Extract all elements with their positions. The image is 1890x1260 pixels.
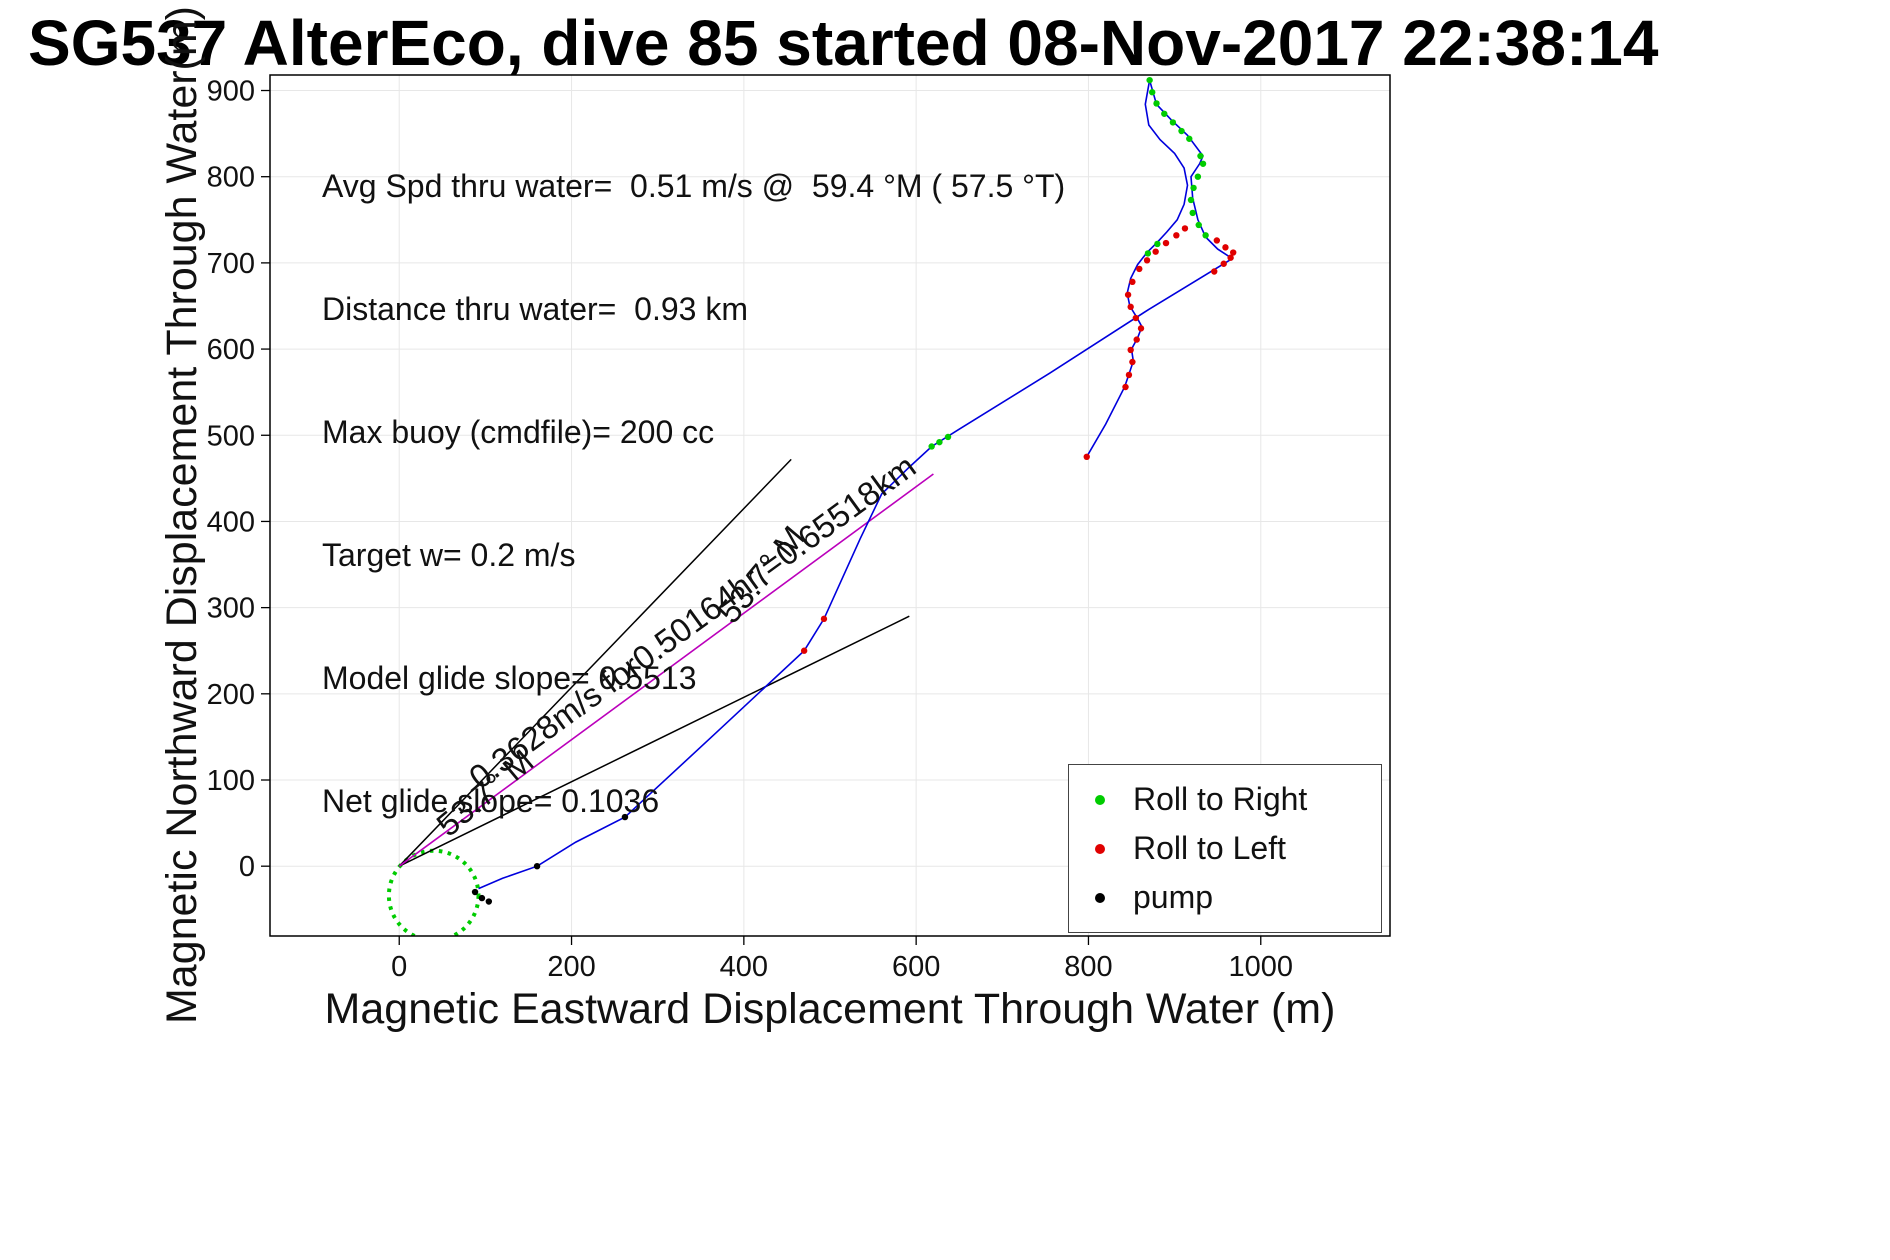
marker-roll-right xyxy=(1194,173,1202,180)
stat-line-avg-speed: Avg Spd thru water= 0.51 m/s @ 59.4 °M (… xyxy=(322,168,1066,204)
legend-label: Roll to Left xyxy=(1133,830,1286,866)
marker-roll-right xyxy=(1149,89,1156,96)
marker-roll-left xyxy=(1162,239,1170,247)
bearing-line xyxy=(398,615,910,867)
marker-roll-right xyxy=(1153,100,1160,107)
displacement-vector-line xyxy=(398,473,934,867)
pump-marker-icon xyxy=(1095,892,1105,903)
marker-roll-left xyxy=(1181,225,1189,232)
marker-roll-left xyxy=(1129,358,1136,366)
marker-roll-left xyxy=(1133,336,1140,343)
y-tick-label: 100 xyxy=(207,765,255,797)
bearing-line xyxy=(398,458,792,867)
legend: Roll to Right Roll to Left pump xyxy=(1068,764,1382,933)
stat-line-distance: Distance thru water= 0.93 km xyxy=(322,291,748,327)
marker-roll-left xyxy=(1125,371,1133,379)
x-tick-label: 0 xyxy=(391,951,407,983)
legend-item-roll-right: Roll to Right xyxy=(1095,775,1381,824)
marker-roll-right xyxy=(928,443,935,450)
marker-roll-left xyxy=(820,615,828,623)
y-tick-label: 700 xyxy=(207,248,255,280)
marker-pump xyxy=(621,813,629,821)
marker-pump xyxy=(478,894,486,902)
y-tick-label: 400 xyxy=(207,506,255,538)
plot-content xyxy=(386,76,1237,936)
marker-roll-left xyxy=(1127,346,1134,354)
y-tick-label: 300 xyxy=(207,593,255,625)
marker-roll-right xyxy=(936,438,943,446)
legend-label: pump xyxy=(1133,879,1214,915)
marker-roll-right xyxy=(1199,160,1207,167)
marker-roll-left xyxy=(1220,260,1227,267)
marker-roll-left xyxy=(1137,325,1145,332)
legend-label: Roll to Right xyxy=(1133,781,1308,817)
marker-roll-right xyxy=(1197,152,1204,160)
marker-roll-left xyxy=(1124,291,1132,298)
x-tick-label: 400 xyxy=(720,951,768,983)
y-tick-label: 0 xyxy=(239,851,255,883)
marker-roll-left xyxy=(1143,257,1151,264)
x-tick-label: 800 xyxy=(1064,951,1112,983)
marker-roll-right xyxy=(1161,110,1168,117)
start-turn-loop xyxy=(386,848,481,936)
marker-roll-right xyxy=(1202,232,1209,239)
y-tick-label: 800 xyxy=(207,162,255,194)
marker-roll-left xyxy=(1227,254,1234,261)
marker-roll-right xyxy=(1169,119,1177,126)
marker-roll-left xyxy=(1152,248,1159,255)
marker-roll-right xyxy=(1189,209,1196,217)
y-tick-label: 600 xyxy=(207,334,255,366)
marker-roll-left xyxy=(1083,453,1090,461)
marker-roll-right xyxy=(1144,250,1152,257)
y-axis-label: Magnetic Northward Displacement Through … xyxy=(158,5,206,1025)
marker-roll-right xyxy=(1187,196,1195,204)
marker-roll-left xyxy=(1122,383,1129,391)
marker-roll-right xyxy=(1154,240,1161,248)
marker-pump xyxy=(471,888,479,896)
y-tick-label: 900 xyxy=(207,76,255,108)
roll-left-marker-icon xyxy=(1095,843,1105,854)
marker-roll-left xyxy=(800,647,808,654)
marker-roll-left xyxy=(1230,249,1237,256)
axes-border xyxy=(269,74,1391,937)
marker-pump xyxy=(533,862,541,870)
marker-roll-left xyxy=(1136,265,1143,273)
y-tick-label: 500 xyxy=(207,420,255,452)
marker-roll-right xyxy=(1178,127,1185,135)
roll-right-marker-icon xyxy=(1095,794,1105,805)
marker-roll-left xyxy=(1129,278,1136,286)
stat-line-net-glide: Net glide slope= 0.1036 xyxy=(322,783,660,819)
legend-item-roll-left: Roll to Left xyxy=(1095,824,1381,873)
stats-block: Avg Spd thru water= 0.51 m/s @ 59.4 °M (… xyxy=(322,84,1065,904)
x-axis-label: Magnetic Eastward Displacement Through W… xyxy=(324,985,1336,1033)
marker-roll-left xyxy=(1213,237,1221,244)
figure-title: SG537 AlterEco, dive 85 started 08-Nov-2… xyxy=(28,7,1659,79)
marker-pump xyxy=(485,898,493,905)
x-tick-label: 600 xyxy=(892,951,940,983)
marker-roll-left xyxy=(1173,232,1180,239)
marker-roll-left xyxy=(1222,244,1229,251)
stat-line-model-glide: Model glide slope= 0.5513 xyxy=(322,660,697,696)
marker-roll-left xyxy=(1132,314,1140,322)
marker-roll-right xyxy=(944,433,952,441)
marker-roll-right xyxy=(1146,76,1153,84)
marker-roll-left xyxy=(1211,268,1218,275)
marker-roll-right xyxy=(1195,221,1202,229)
marker-roll-right xyxy=(1186,135,1193,142)
marker-roll-left xyxy=(1127,303,1134,311)
stat-line-max-buoy: Max buoy (cmdfile)= 200 cc xyxy=(322,414,715,450)
x-tick-label: 1000 xyxy=(1229,951,1294,983)
x-tick-label: 200 xyxy=(547,951,595,983)
stat-line-target-w: Target w= 0.2 m/s xyxy=(322,537,576,573)
marker-roll-right xyxy=(1190,184,1197,192)
legend-item-pump: pump xyxy=(1095,873,1381,922)
y-tick-label: 200 xyxy=(207,679,255,711)
